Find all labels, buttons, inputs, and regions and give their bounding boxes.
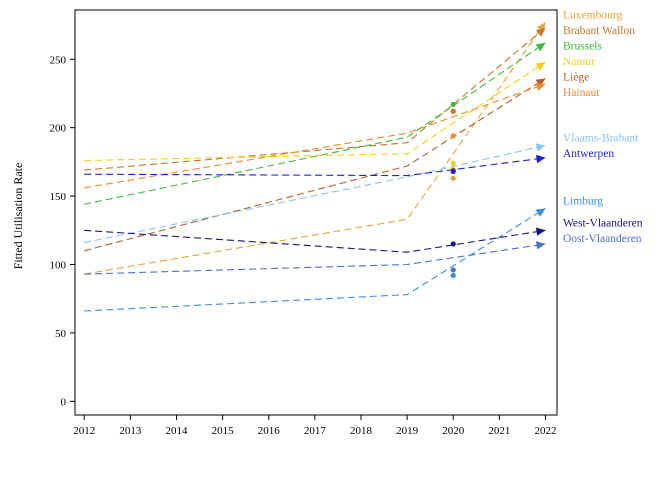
- legend-label: West-Vlaanderen: [563, 217, 643, 229]
- plot-frame: [74, 9, 558, 416]
- series-vlaams-brabant: [84, 143, 546, 244]
- series-oost-vlaanderen: [84, 241, 546, 275]
- y-tick-label: 50: [55, 328, 67, 340]
- series-arrowhead: [535, 27, 546, 37]
- series-brussels: [84, 42, 546, 205]
- series-line: [84, 157, 546, 177]
- x-tick-label: 2019: [396, 425, 419, 437]
- series-arrowhead: [535, 62, 546, 71]
- series-line: [84, 144, 546, 244]
- x-tick-label: 2015: [212, 425, 235, 437]
- series-arrowhead: [535, 78, 546, 87]
- x-tick-label: 2020: [442, 425, 465, 437]
- legend-label: Vlaams-Brabant: [563, 133, 639, 145]
- legend-label: Liège: [563, 71, 589, 83]
- x-tick-label: 2022: [534, 425, 556, 437]
- legend-label: Namur: [563, 56, 595, 68]
- series-line: [84, 42, 546, 205]
- series-limburg: [84, 207, 546, 312]
- series-line: [84, 77, 546, 252]
- series-arrowhead: [535, 143, 546, 152]
- series-arrowhead: [535, 82, 546, 91]
- x-tick-label: 2013: [119, 425, 142, 437]
- legend-label: Oost-Vlaanderen: [563, 233, 642, 245]
- series-arrowhead: [536, 241, 546, 250]
- legend: Luxembourg Brabant Wallon Brussels Namur Liè…: [563, 9, 643, 245]
- series-line: [84, 83, 546, 189]
- series-line: [84, 207, 546, 312]
- point-2020: [450, 272, 456, 279]
- axes: 2012 2013 2014 2015 2016 2017 2018 2019 2020 2021…: [50, 54, 557, 437]
- x-tick-label: 2018: [350, 425, 373, 437]
- series-antwerpen: [84, 154, 546, 177]
- y-tick-label: 100: [50, 259, 67, 271]
- series-namur: [84, 61, 546, 166]
- y-axis-label: Fitted Utilisation Rate: [11, 163, 25, 270]
- legend-label: Brussels: [563, 40, 603, 52]
- legend-label: Antwerpen: [563, 148, 614, 160]
- series-lines: [84, 21, 546, 312]
- series-arrowhead: [535, 227, 546, 236]
- series-line: [84, 21, 546, 275]
- point-2020: [450, 241, 456, 247]
- legend-label: Luxembourg: [563, 9, 622, 21]
- x-tick-label: 2014: [165, 425, 188, 437]
- series-line: [84, 27, 546, 171]
- point-2020: [450, 108, 456, 114]
- series-line: [84, 229, 546, 253]
- y-tick-label: 200: [50, 123, 67, 135]
- series-brabant-wallon: [84, 27, 546, 171]
- legend-label: Hainaut: [563, 87, 600, 99]
- series-west-vlaanderen: [84, 227, 546, 253]
- legend-label: Limburg: [563, 195, 603, 207]
- y-tick-label: 0: [61, 396, 67, 408]
- legend-label: Brabant Wallon: [563, 25, 635, 37]
- point-2020: [450, 133, 456, 139]
- x-tick-label: 2016: [258, 425, 281, 437]
- series-line: [84, 243, 546, 275]
- x-tick-label: 2012: [73, 425, 95, 437]
- y-tick-label: 150: [50, 191, 67, 203]
- series-arrowhead: [535, 42, 546, 52]
- point-2020: [450, 160, 456, 166]
- point-2020: [450, 168, 456, 175]
- series-arrowhead: [535, 208, 546, 217]
- series-arrowhead: [536, 154, 546, 164]
- point-2020: [450, 175, 456, 181]
- series-line: [84, 61, 546, 162]
- point-2020: [450, 101, 456, 108]
- x-tick-label: 2017: [304, 425, 327, 437]
- series-hainaut: [84, 82, 546, 189]
- y-tick-label: 250: [50, 54, 67, 66]
- point-2020: [450, 267, 456, 273]
- x-tick-label: 2021: [488, 425, 510, 437]
